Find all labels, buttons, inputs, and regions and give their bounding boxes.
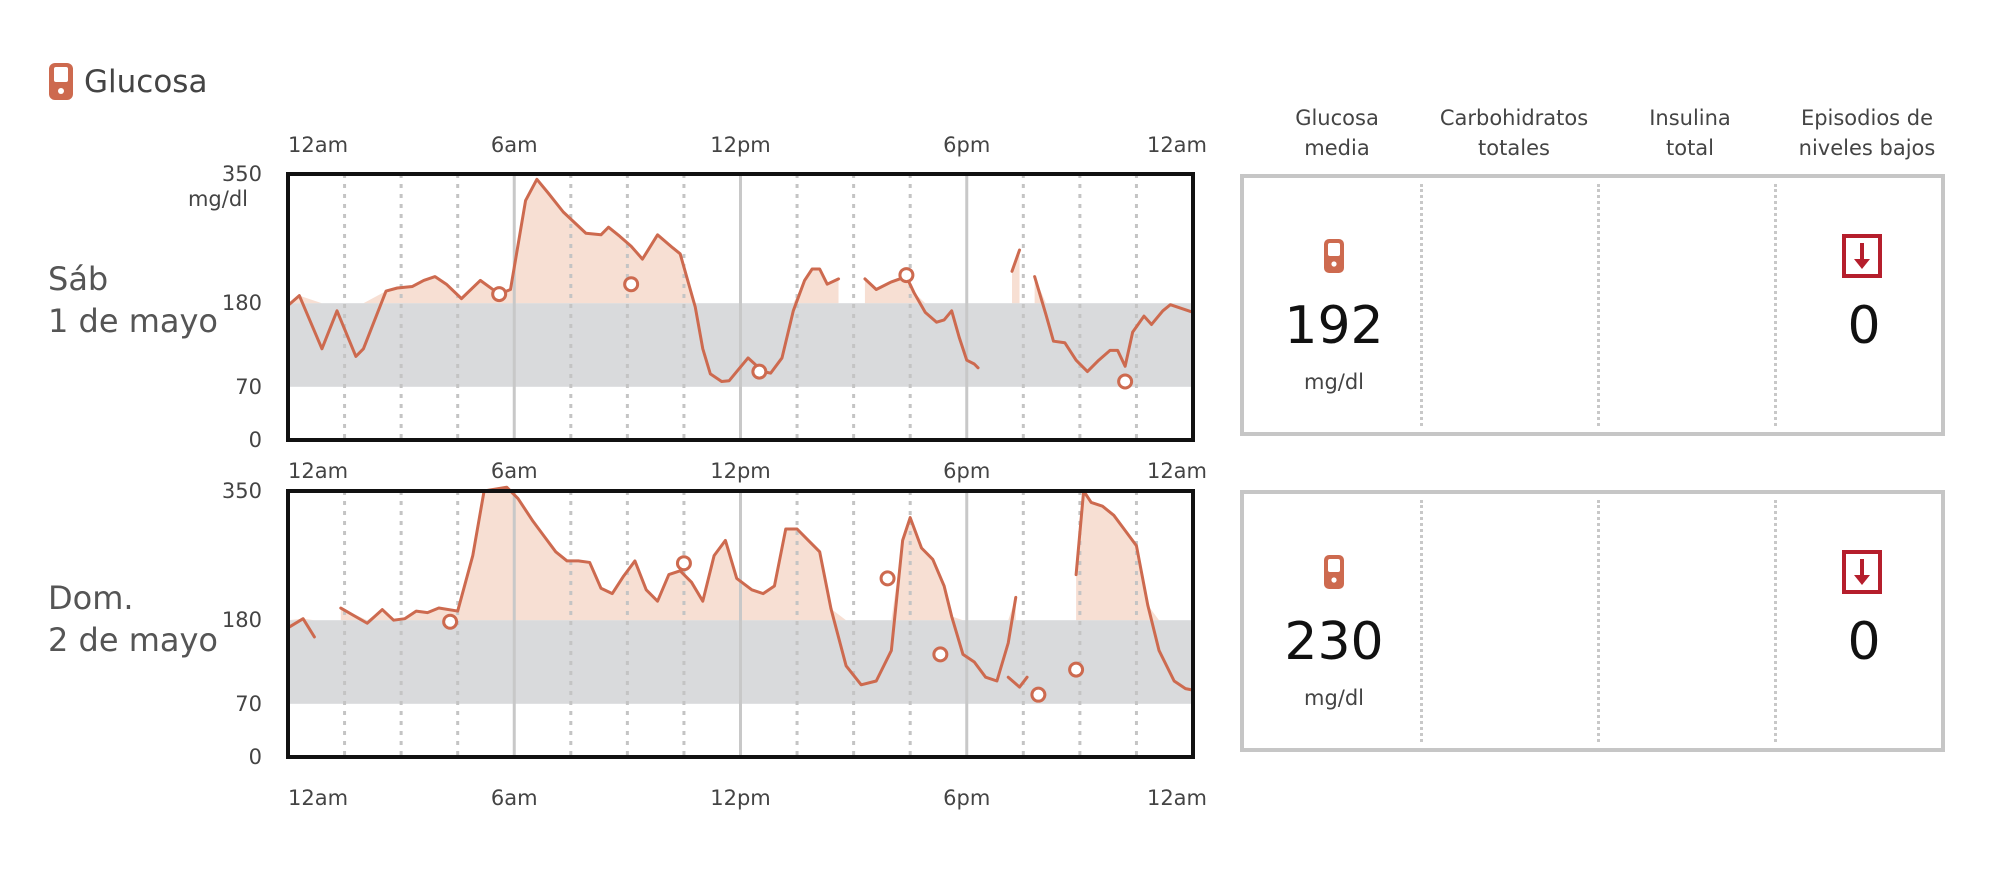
y-tick-label: 0 xyxy=(249,745,262,769)
day-date: 1 de mayo xyxy=(48,302,218,340)
y-tick-label: 180 xyxy=(222,608,262,632)
y-unit-label: mg/dl xyxy=(188,187,248,211)
reading-marker xyxy=(879,570,896,587)
high-glucose-area xyxy=(864,276,979,304)
stat-header-low-episodes: Episodios de niveles bajos xyxy=(1798,106,1936,160)
x-tick-label: 12am xyxy=(288,133,348,157)
column-divider xyxy=(1774,500,1777,742)
x-tick-label: 12am xyxy=(288,459,348,483)
glucose-line xyxy=(1010,248,1022,273)
reading-marker xyxy=(1117,373,1134,390)
avg-glucose-value: 230 xyxy=(1284,612,1384,672)
avg-glucose-unit: mg/dl xyxy=(1303,370,1365,394)
column-divider xyxy=(1774,184,1777,426)
chart-day-1: 350 180 70 0 mg/dl 12am 6am 12pm 6pm 12am xyxy=(188,133,1207,452)
column-divider xyxy=(1597,184,1600,426)
x-tick-label-bottom: 12pm xyxy=(710,786,771,810)
reading-marker xyxy=(1068,661,1085,678)
low-episode-arrow-icon xyxy=(1842,234,1882,278)
section-header: Glucosa xyxy=(48,62,207,102)
glucose-line xyxy=(1006,675,1029,689)
stats-panel-saturday: 192 mg/dl 0 xyxy=(1240,174,1945,436)
x-tick-label: 12pm xyxy=(710,459,771,483)
glucose-charts: 350 180 70 0 mg/dl 12am 6am 12pm 6pm 12am 350 180 70… xyxy=(188,133,1207,810)
reading-marker xyxy=(751,363,768,380)
low-episodes-value: 0 xyxy=(1847,612,1881,672)
reading-marker xyxy=(932,646,949,663)
reading-marker xyxy=(623,276,640,293)
x-tick-label: 6am xyxy=(491,133,538,157)
section-title: Glucosa xyxy=(84,64,208,100)
column-divider xyxy=(1420,184,1423,426)
x-tick-label: 12am xyxy=(1147,133,1207,157)
y-tick-label: 350 xyxy=(222,479,262,503)
high-glucose-area xyxy=(288,179,839,304)
x-tick-label: 6am xyxy=(491,459,538,483)
day-label-saturday: Sáb 1 de mayo xyxy=(48,258,218,342)
x-tick-label-bottom: 12am xyxy=(1147,786,1207,810)
glucose-line xyxy=(863,275,980,370)
glucose-line xyxy=(286,177,841,383)
x-tick-label: 6pm xyxy=(943,133,990,157)
x-tick-label-bottom: 6am xyxy=(491,786,538,810)
reading-marker xyxy=(1030,686,1047,703)
glucose-line xyxy=(339,485,1018,687)
column-divider xyxy=(1420,500,1423,742)
y-tick-label: 180 xyxy=(222,291,262,315)
chart-day-2: 350 180 70 0 12am 6am 12pm 6pm 12am 12am 6am 12pm 6p… xyxy=(222,459,1207,810)
low-episodes-value: 0 xyxy=(1847,296,1881,356)
column-divider xyxy=(1597,500,1600,742)
low-episode-arrow-icon xyxy=(1842,550,1882,594)
reading-marker xyxy=(491,286,508,303)
reading-marker xyxy=(675,555,692,572)
glucose-meter-icon xyxy=(1324,555,1344,589)
y-tick-label: 350 xyxy=(222,162,262,186)
glucose-line xyxy=(286,617,316,639)
reading-marker xyxy=(442,613,459,630)
avg-glucose-unit: mg/dl xyxy=(1303,686,1365,710)
y-tick-label: 70 xyxy=(235,375,262,399)
stats-panel-sunday: 230 mg/dl 0 xyxy=(1240,490,1945,752)
day-name: Sáb xyxy=(48,260,109,298)
y-tick-label: 0 xyxy=(249,428,262,452)
x-tick-label-bottom: 12am xyxy=(288,786,348,810)
day-label-sunday: Dom. 2 de mayo xyxy=(48,577,218,661)
avg-glucose-value: 192 xyxy=(1284,296,1384,356)
high-glucose-area xyxy=(1012,250,1020,304)
chart-frame xyxy=(286,489,1195,759)
glucose-meter-icon xyxy=(1324,239,1344,273)
chart-frame xyxy=(286,172,1195,442)
glucose-meter-icon xyxy=(49,63,73,100)
x-tick-label: 12pm xyxy=(710,133,771,157)
stat-header-carbs: Carbohidratos totales xyxy=(1439,106,1589,160)
high-glucose-area xyxy=(1076,491,1193,621)
reading-marker xyxy=(898,267,915,284)
y-tick-label: 70 xyxy=(235,692,262,716)
x-tick-label-bottom: 6pm xyxy=(943,786,990,810)
x-tick-label: 6pm xyxy=(943,459,990,483)
stat-header-avg-glucose: Glucosa media xyxy=(1295,106,1379,160)
stat-header-insulin: Insulina total xyxy=(1649,106,1731,160)
glucose-line xyxy=(1033,275,1195,374)
glucose-line xyxy=(1074,489,1195,692)
x-tick-label: 12am xyxy=(1147,459,1207,483)
high-glucose-area xyxy=(340,487,1016,621)
day-date: 2 de mayo xyxy=(48,621,218,659)
day-name: Dom. xyxy=(48,579,134,617)
high-glucose-area xyxy=(1034,276,1193,304)
